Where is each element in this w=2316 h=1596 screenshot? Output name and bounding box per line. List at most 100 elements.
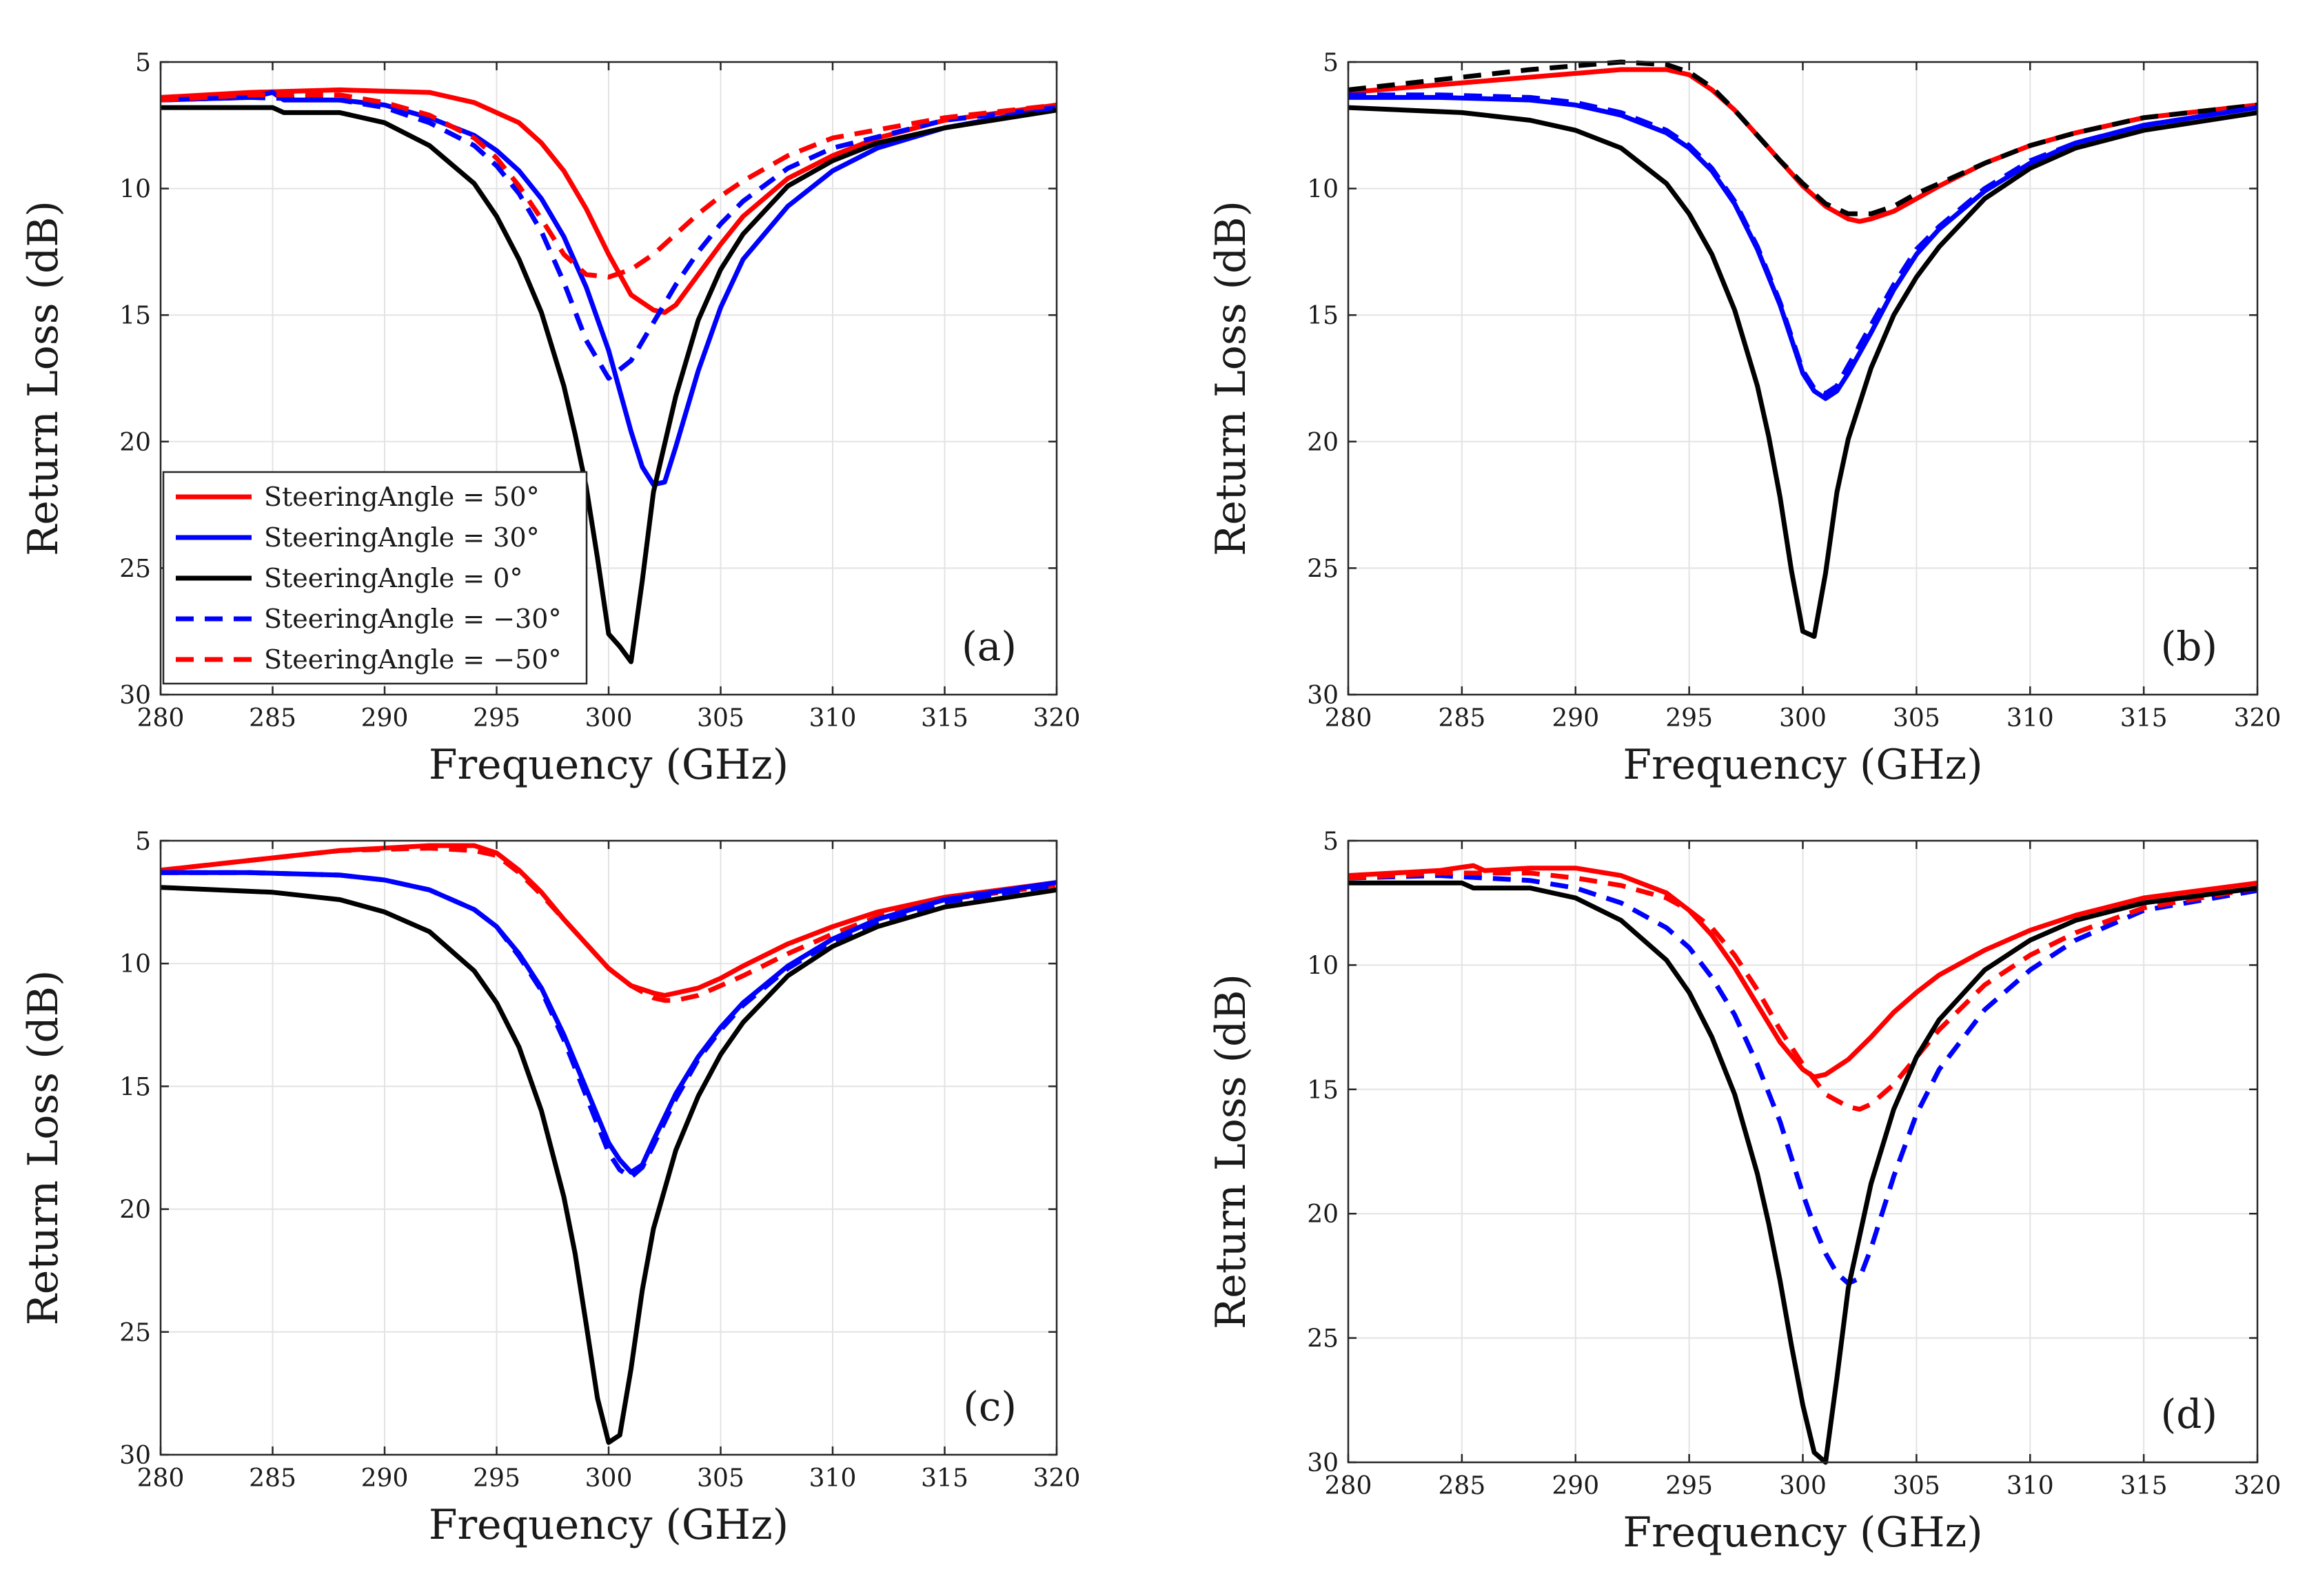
x-tick-label: 310 bbox=[2007, 704, 2054, 733]
x-tick-label: 300 bbox=[1779, 704, 1827, 733]
x-tick-label: 290 bbox=[1552, 704, 1599, 733]
x-axis-label: Frequency (GHz) bbox=[429, 1501, 789, 1549]
y-tick-label: 5 bbox=[135, 828, 151, 856]
x-tick-label: 280 bbox=[137, 1464, 185, 1493]
series-line-4 bbox=[1348, 92, 2257, 396]
y-tick-label: 30 bbox=[1307, 1449, 1339, 1477]
legend-entry: SteeringAngle = 0° bbox=[264, 563, 522, 593]
legend-entry: SteeringAngle = −50° bbox=[264, 644, 561, 675]
x-tick-label: 300 bbox=[585, 704, 633, 733]
x-tick-label: 315 bbox=[2120, 1472, 2168, 1500]
x-tick-label: 295 bbox=[1665, 704, 1713, 733]
x-tick-label: 295 bbox=[1665, 1472, 1713, 1500]
x-tick-label: 305 bbox=[1893, 1472, 1940, 1500]
series-line-2 bbox=[161, 90, 1057, 487]
x-tick-label: 310 bbox=[809, 1464, 857, 1493]
x-tick-label: 290 bbox=[361, 704, 409, 733]
series-line-5 bbox=[161, 92, 1057, 280]
x-tick-label: 305 bbox=[697, 1464, 744, 1493]
y-tick-label: 20 bbox=[1307, 1200, 1339, 1229]
legend-entry: SteeringAngle = 30° bbox=[264, 522, 540, 553]
series-line-4 bbox=[1348, 880, 2257, 1465]
series-group bbox=[161, 843, 1057, 1445]
y-tick-label: 20 bbox=[119, 429, 151, 457]
series-line-2 bbox=[1348, 873, 2257, 1286]
series-line-2 bbox=[161, 846, 1057, 1003]
x-tick-label: 280 bbox=[1325, 704, 1372, 733]
x-tick-label: 295 bbox=[473, 704, 520, 733]
y-tick-label: 5 bbox=[1323, 49, 1339, 77]
x-tick-label: 305 bbox=[1893, 704, 1940, 733]
x-tick-label: 285 bbox=[1439, 1472, 1486, 1500]
y-tick-label: 10 bbox=[119, 176, 151, 204]
y-tick-label: 30 bbox=[119, 1442, 151, 1470]
y-tick-label: 15 bbox=[119, 302, 151, 330]
y-tick-label: 15 bbox=[1307, 1076, 1339, 1105]
x-tick-label: 315 bbox=[921, 1464, 968, 1493]
x-tick-label: 320 bbox=[2234, 1472, 2282, 1500]
x-tick-label: 300 bbox=[585, 1464, 633, 1493]
y-tick-label: 25 bbox=[1307, 555, 1339, 583]
y-axis-label: Return Loss (dB) bbox=[19, 201, 68, 556]
x-axis-label: Frequency (GHz) bbox=[1623, 1508, 1982, 1557]
y-tick-label: 5 bbox=[1323, 828, 1339, 856]
x-tick-label: 290 bbox=[1552, 1472, 1599, 1500]
series-line-3 bbox=[161, 105, 1057, 664]
y-tick-label: 15 bbox=[1307, 302, 1339, 330]
series-group bbox=[1348, 59, 2257, 639]
panel-label: (a) bbox=[962, 623, 1017, 670]
x-axis-label: Frequency (GHz) bbox=[429, 741, 789, 789]
y-tick-label: 30 bbox=[119, 682, 151, 710]
legend: SteeringAngle = 50° SteeringAngle = 30° St… bbox=[162, 471, 588, 685]
series-line-5 bbox=[1348, 105, 2257, 639]
y-tick-label: 10 bbox=[1307, 176, 1339, 204]
series-line-5 bbox=[161, 885, 1057, 1445]
series-line-1 bbox=[1348, 863, 2257, 1080]
series-group bbox=[1348, 863, 2257, 1465]
x-tick-label: 315 bbox=[2120, 704, 2168, 733]
x-tick-label: 320 bbox=[1033, 704, 1081, 733]
x-tick-label: 320 bbox=[1033, 1464, 1081, 1493]
legend-entry: SteeringAngle = −30° bbox=[264, 604, 561, 634]
chart-panel-3: 280 285 290 295 300 305 310 315 320 5 10 15 20 25 30 Fr… bbox=[19, 828, 1080, 1549]
x-tick-label: 280 bbox=[1325, 1472, 1372, 1500]
x-tick-label: 285 bbox=[249, 1464, 296, 1493]
x-tick-label: 285 bbox=[249, 704, 296, 733]
chart-panel-4: 280 285 290 295 300 305 310 315 320 5 10 15 20 25 30 Fr… bbox=[1207, 828, 2281, 1557]
panel-label: (d) bbox=[2161, 1391, 2217, 1438]
series-line-1 bbox=[161, 87, 1057, 315]
series-group bbox=[161, 87, 1057, 664]
x-tick-label: 310 bbox=[2007, 1472, 2054, 1500]
x-tick-label: 320 bbox=[2234, 704, 2282, 733]
panel-label: (c) bbox=[963, 1383, 1017, 1430]
chart-panel-1: 280 285 290 295 300 305 310 315 320 5 10 15 20 25 30 Fr… bbox=[19, 49, 1080, 789]
x-tick-label: 315 bbox=[921, 704, 968, 733]
x-tick-label: 295 bbox=[473, 1464, 520, 1493]
panel-label: (b) bbox=[2161, 623, 2217, 670]
x-tick-label: 280 bbox=[137, 704, 185, 733]
series-line-4 bbox=[161, 94, 1057, 381]
x-tick-label: 310 bbox=[809, 704, 857, 733]
y-axis-label: Return Loss (dB) bbox=[1207, 974, 1255, 1329]
x-tick-label: 305 bbox=[697, 704, 744, 733]
series-line-3 bbox=[1348, 870, 2257, 1112]
y-tick-label: 30 bbox=[1307, 682, 1339, 710]
chart-panel-2: 280 285 290 295 300 305 310 315 320 5 10 15 20 25 30 Fr… bbox=[1207, 49, 2281, 789]
y-axis-label: Return Loss (dB) bbox=[1207, 201, 1255, 556]
series-line-2 bbox=[1348, 59, 2257, 216]
y-tick-label: 25 bbox=[119, 555, 151, 583]
y-tick-label: 25 bbox=[1307, 1325, 1339, 1353]
y-tick-label: 25 bbox=[119, 1319, 151, 1347]
y-tick-label: 15 bbox=[119, 1073, 151, 1101]
x-tick-label: 300 bbox=[1779, 1472, 1827, 1500]
y-tick-label: 10 bbox=[119, 950, 151, 979]
y-tick-label: 10 bbox=[1307, 952, 1339, 980]
y-tick-label: 20 bbox=[1307, 429, 1339, 457]
y-tick-label: 5 bbox=[135, 49, 151, 77]
x-axis-label: Frequency (GHz) bbox=[1623, 741, 1982, 789]
x-tick-label: 285 bbox=[1439, 704, 1486, 733]
series-line-4 bbox=[161, 870, 1057, 1180]
legend-entry: SteeringAngle = 50° bbox=[264, 482, 540, 512]
x-tick-label: 290 bbox=[361, 1464, 409, 1493]
